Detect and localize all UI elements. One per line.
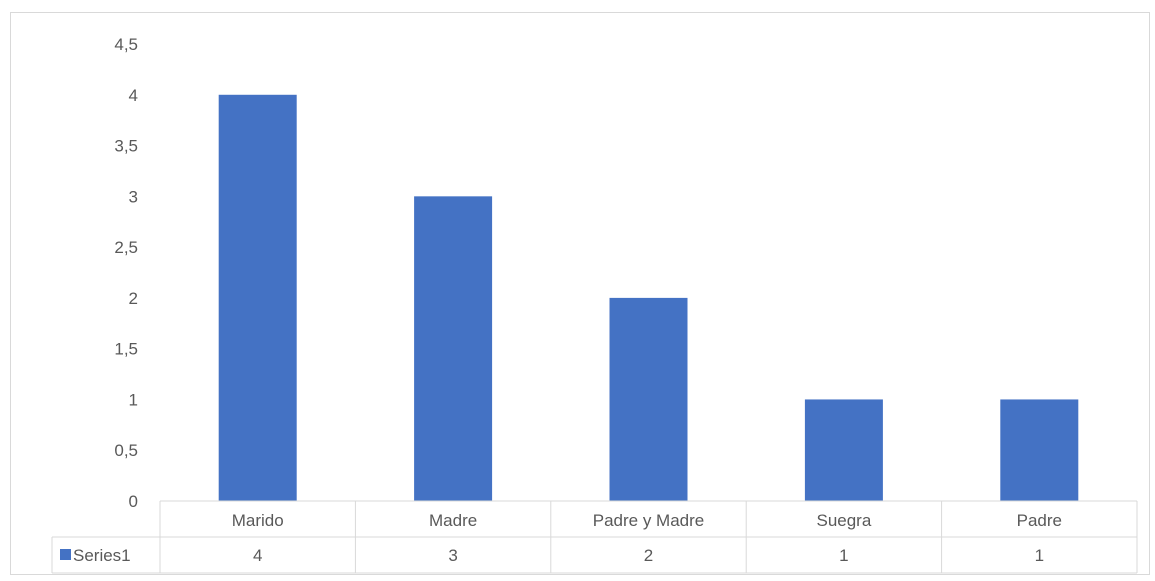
category-label: Padre y Madre (593, 511, 705, 530)
y-tick-label: 4 (129, 86, 138, 105)
category-label: Padre (1017, 511, 1062, 530)
y-tick-label: 1,5 (114, 340, 138, 359)
bar-padre-y-madre (609, 297, 688, 501)
y-tick-label: 4,5 (114, 35, 138, 54)
data-value: 1 (1035, 546, 1044, 565)
y-tick-label: 0 (129, 492, 138, 511)
y-tick-label: 3,5 (114, 137, 138, 156)
y-axis: 0 0,5 1 1,5 2 2,5 3 3,5 4 4,5 (114, 35, 138, 511)
data-table: Marido Madre Padre y Madre Suegra Padre Serie… (51, 500, 1138, 574)
bar-suegra (804, 399, 883, 501)
y-tick-label: 3 (129, 187, 138, 206)
legend-swatch (60, 549, 71, 560)
bars (218, 94, 1079, 502)
bar-madre (414, 196, 493, 502)
y-tick-label: 0,5 (114, 441, 138, 460)
category-label: Marido (232, 511, 284, 530)
bar-padre (1000, 399, 1079, 501)
category-label: Suegra (816, 511, 871, 530)
bar-marido (218, 94, 297, 502)
legend-series-name: Series1 (73, 546, 131, 565)
y-tick-label: 2 (129, 289, 138, 308)
chart-frame (10, 12, 1150, 575)
y-tick-label: 1 (129, 390, 138, 409)
data-value: 1 (839, 546, 848, 565)
data-value: 3 (448, 546, 457, 565)
y-tick-label: 2,5 (114, 238, 138, 257)
data-value: 4 (253, 546, 262, 565)
data-value: 2 (644, 546, 653, 565)
category-label: Madre (429, 511, 477, 530)
